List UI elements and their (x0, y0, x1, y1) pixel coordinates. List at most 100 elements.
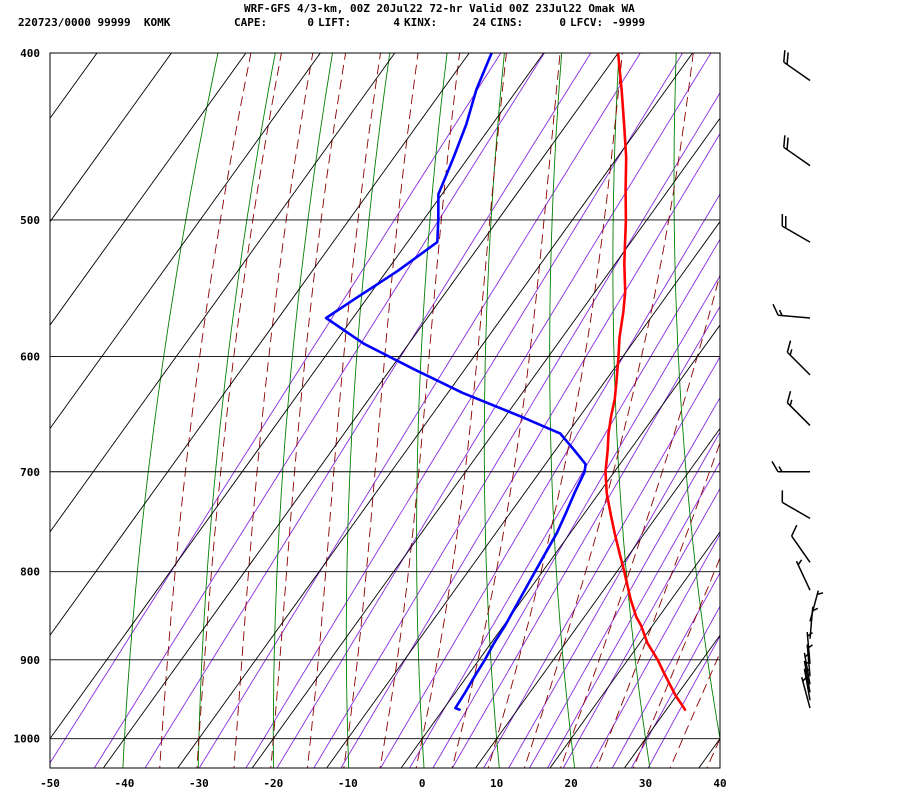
wind-barb (790, 524, 811, 563)
isotherm-line (400, 324, 720, 768)
temperature-tick-label: -20 (263, 777, 283, 790)
mixing-ratio-line (93, 53, 545, 768)
wind-barb-staff (803, 652, 811, 685)
wind-barb-staff (786, 351, 811, 376)
temperature-tick-label: 40 (713, 777, 726, 790)
index-lift-label: LIFT: (318, 16, 352, 29)
index-lfcv-value: -9999 (612, 16, 646, 29)
wind-barb (809, 590, 824, 622)
wind-barb-staff (783, 61, 811, 82)
mixing-ratio-line (451, 305, 720, 768)
dry-adiabat-line (122, 53, 219, 768)
dry-adiabat-line (549, 53, 576, 768)
pressure-tick-label: 400 (20, 47, 40, 60)
temperature-tick-label: -30 (189, 777, 209, 790)
moist-adiabat-line (523, 53, 694, 768)
wind-barb-feather (789, 399, 793, 406)
temperature-tick-label: 30 (639, 777, 652, 790)
sounding-title: WRF-GFS 4/3-km, 00Z 20Jul22 72-hr Valid … (244, 2, 635, 15)
pressure-tick-label: 800 (20, 566, 40, 579)
sounding-header: WRF-GFS 4/3-km, 00Z 20Jul22 72-hr Valid … (0, 0, 900, 34)
moist-adiabat-line (306, 53, 381, 768)
dry-adiabats (122, 15, 878, 776)
mixing-ratio-line (432, 275, 720, 768)
index-cape-label: CAPE: (234, 16, 268, 29)
mixing-ratio-line (611, 571, 720, 768)
dry-adiabat-line (791, 15, 878, 776)
wind-barb-feather (771, 460, 779, 473)
wind-barb-staff (791, 535, 811, 563)
index-cape-value: 0 (307, 16, 314, 29)
wind-barb-column (771, 50, 824, 709)
pressure-tick-label: 700 (20, 466, 40, 479)
moist-adiabat-line (343, 53, 419, 768)
mixing-ratio-line (562, 487, 720, 768)
wind-barb-feather (783, 50, 786, 63)
dry-adiabat-line (673, 53, 720, 742)
wind-barb-feather (786, 340, 792, 353)
pressure-tick-label: 900 (20, 654, 40, 667)
wind-barb (786, 340, 811, 376)
wind-barb-feather (783, 135, 786, 148)
wind-barb (783, 50, 811, 82)
wind-barb-feather (786, 137, 789, 150)
isotherm-line (177, 53, 694, 768)
moist-adiabat-line (632, 556, 720, 768)
isotherm-line (50, 53, 98, 120)
moist-adiabat-line (560, 272, 720, 768)
pressure-tick-label: 600 (20, 350, 40, 363)
pressure-tick-label: 500 (20, 214, 40, 227)
temperature-profile-line (604, 53, 687, 711)
temperature-tick-label: -10 (338, 777, 358, 790)
isotherm-line (623, 634, 720, 768)
station-line: 220723/0000 99999 KOMK (18, 16, 171, 29)
wind-barb-feather (789, 349, 793, 356)
index-lift-value: 4 (393, 16, 400, 29)
moist-adiabat-line (233, 53, 314, 768)
wind-barb-staff (800, 677, 811, 709)
moist-adiabat-line (270, 53, 347, 768)
isotherm-line (0, 34, 36, 782)
mixing-ratio-lines (50, 53, 720, 768)
wind-barb-staff (803, 668, 811, 701)
mixing-ratio-line (409, 238, 720, 768)
dewpoint-profile-line (324, 53, 587, 711)
isotherm-line (50, 53, 470, 637)
dry-adiabat-line (197, 53, 276, 768)
mixing-ratio-line (546, 461, 720, 768)
moist-adiabat-line (596, 441, 720, 768)
mixing-ratio-line (589, 533, 720, 768)
wind-barb (783, 135, 811, 167)
index-kinx-label: KINX: (404, 16, 438, 29)
moist-adiabat-line (159, 53, 252, 768)
dry-adiabat-line (483, 53, 505, 768)
isotherm-line (50, 53, 321, 430)
wind-barb-staff (795, 560, 811, 591)
temperature-axis: -50 -40 -30 -20 -10 0 10 20 30 40 (40, 777, 727, 790)
wind-barb-feather (790, 524, 798, 537)
temperature-tick-label: -40 (115, 777, 135, 790)
moist-adiabat-line (415, 53, 507, 768)
index-cins-value: 0 (559, 16, 566, 29)
mixing-ratio-line (144, 53, 592, 768)
temperature-tick-label: 10 (490, 777, 503, 790)
wind-barb-staff (783, 146, 811, 167)
isotherm-line (549, 531, 720, 768)
sounding-profiles (324, 53, 687, 711)
wind-barb (772, 303, 811, 319)
wind-barb-staff (809, 590, 820, 622)
index-cins-label: CINS: (490, 16, 524, 29)
moist-adiabat-line (669, 651, 720, 768)
wind-barb-staff (806, 644, 811, 677)
plot-frame (49, 52, 721, 769)
wind-barb (781, 490, 811, 520)
wind-barb-feather (772, 303, 779, 316)
wind-barb (781, 214, 811, 243)
wind-barb-staff (781, 501, 811, 520)
wind-barb (786, 391, 811, 426)
index-lfcv-label: LFCV: (570, 16, 604, 29)
mixing-ratio-line (245, 53, 684, 768)
plot-area (0, 15, 878, 782)
moist-adiabat-line (706, 737, 720, 768)
